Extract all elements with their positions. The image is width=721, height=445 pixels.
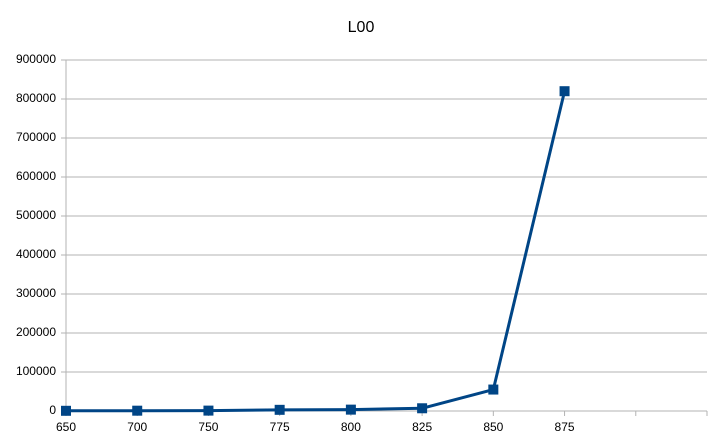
series-line <box>65 90 567 413</box>
y-tick-label: 900000 <box>16 52 56 66</box>
y-tick-label: 400000 <box>16 247 56 261</box>
marker <box>488 384 499 395</box>
marker <box>417 403 428 414</box>
x-tick-label: 800 <box>341 420 361 434</box>
y-tick-label: 300000 <box>16 286 56 300</box>
x-tick-label: 875 <box>555 420 575 434</box>
marker <box>132 405 143 416</box>
x-tick-label: 700 <box>127 420 147 434</box>
x-tick-label: 825 <box>412 420 432 434</box>
marker <box>345 404 356 415</box>
y-tick-label: 100000 <box>16 364 56 378</box>
marker <box>559 86 570 97</box>
y-tick-label: 200000 <box>16 325 56 339</box>
y-tick-label: 600000 <box>16 169 56 183</box>
y-tick-label: 0 <box>49 403 56 417</box>
x-tick-label: 850 <box>483 420 503 434</box>
y-tick-label: 700000 <box>16 130 56 144</box>
marker <box>203 405 214 416</box>
marker <box>274 404 285 415</box>
x-tick-label: 650 <box>56 420 76 434</box>
chart-title: L00 <box>348 19 375 36</box>
x-tick-label: 775 <box>270 420 290 434</box>
y-tick-label: 500000 <box>16 208 56 222</box>
x-tick-label: 750 <box>198 420 218 434</box>
y-tick-label: 800000 <box>16 91 56 105</box>
marker <box>61 405 71 416</box>
